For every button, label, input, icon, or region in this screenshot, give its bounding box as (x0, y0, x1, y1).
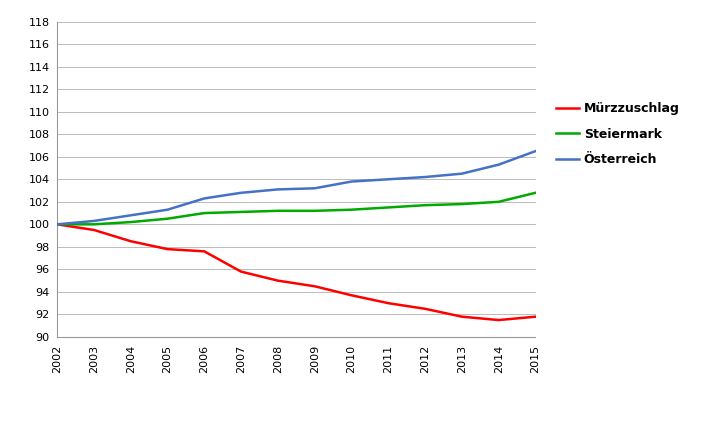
Steiermark (273, 208, 282, 213)
Steiermark (531, 190, 540, 195)
Mürzzuschlag (164, 247, 172, 252)
Mürzzuschlag (311, 284, 319, 289)
Österreich (200, 196, 208, 201)
Mürzzuschlag (90, 227, 99, 232)
Mürzzuschlag (384, 301, 393, 306)
Mürzzuschlag (347, 293, 356, 298)
Steiermark (237, 210, 246, 215)
Steiermark (384, 205, 393, 210)
Steiermark (164, 216, 172, 221)
Mürzzuschlag (273, 278, 282, 283)
Österreich (273, 187, 282, 192)
Mürzzuschlag (200, 249, 208, 254)
Österreich (458, 171, 466, 176)
Mürzzuschlag (458, 314, 466, 319)
Österreich (311, 186, 319, 191)
Österreich (531, 149, 540, 154)
Steiermark (494, 199, 503, 204)
Line: Österreich: Österreich (57, 151, 536, 224)
Line: Steiermark: Steiermark (57, 193, 536, 224)
Österreich (126, 213, 135, 218)
Mürzzuschlag (237, 269, 246, 274)
Österreich (384, 177, 393, 182)
Line: Mürzzuschlag: Mürzzuschlag (57, 224, 536, 320)
Steiermark (200, 210, 208, 216)
Steiermark (421, 203, 429, 208)
Österreich (90, 218, 99, 223)
Österreich (53, 222, 61, 227)
Steiermark (90, 222, 99, 227)
Steiermark (347, 207, 356, 212)
Steiermark (458, 201, 466, 206)
Steiermark (53, 222, 61, 227)
Österreich (494, 162, 503, 167)
Mürzzuschlag (531, 314, 540, 319)
Österreich (164, 207, 172, 212)
Mürzzuschlag (126, 238, 135, 244)
Österreich (347, 179, 356, 184)
Mürzzuschlag (53, 222, 61, 227)
Legend: Mürzzuschlag, Steiermark, Österreich: Mürzzuschlag, Steiermark, Österreich (551, 97, 685, 171)
Österreich (421, 175, 429, 180)
Steiermark (126, 219, 135, 225)
Österreich (237, 190, 246, 195)
Mürzzuschlag (421, 306, 429, 311)
Steiermark (311, 208, 319, 213)
Mürzzuschlag (494, 318, 503, 323)
